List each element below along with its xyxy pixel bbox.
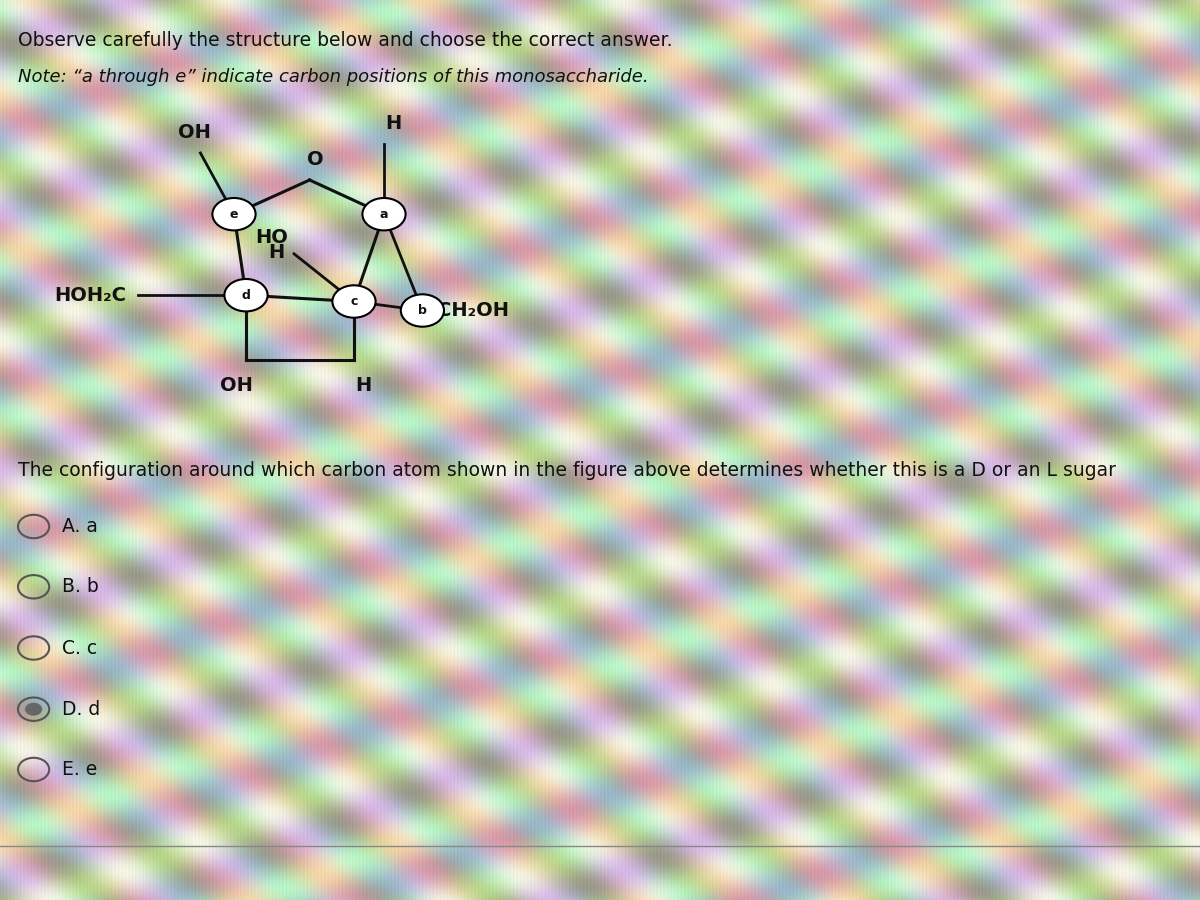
Text: b: b (418, 304, 427, 317)
Text: CH₂OH: CH₂OH (437, 301, 509, 320)
Text: E. e: E. e (62, 760, 97, 779)
Text: O: O (307, 150, 324, 169)
Circle shape (212, 198, 256, 230)
Circle shape (362, 198, 406, 230)
Text: B. b: B. b (62, 577, 100, 597)
Circle shape (401, 294, 444, 327)
Circle shape (25, 703, 42, 716)
Circle shape (224, 279, 268, 311)
Text: e: e (229, 208, 239, 220)
Text: OH: OH (220, 376, 253, 395)
Text: d: d (241, 289, 251, 302)
Text: OH: OH (178, 123, 211, 142)
Text: HO: HO (256, 228, 288, 247)
Text: c: c (350, 295, 358, 308)
Text: D. d: D. d (62, 699, 101, 719)
Circle shape (332, 285, 376, 318)
Text: Note: “a through e” indicate carbon positions of this monosaccharide.: Note: “a through e” indicate carbon posi… (18, 68, 649, 86)
Text: C. c: C. c (62, 638, 97, 658)
Text: H: H (355, 376, 372, 395)
Text: H: H (268, 242, 284, 262)
Text: The configuration around which carbon atom shown in the figure above determines : The configuration around which carbon at… (18, 461, 1116, 480)
Text: A. a: A. a (62, 517, 98, 536)
Text: H: H (385, 114, 402, 133)
Text: HOH₂C: HOH₂C (54, 285, 126, 305)
Text: Observe carefully the structure below and choose the correct answer.: Observe carefully the structure below an… (18, 32, 672, 50)
Text: a: a (379, 208, 389, 220)
